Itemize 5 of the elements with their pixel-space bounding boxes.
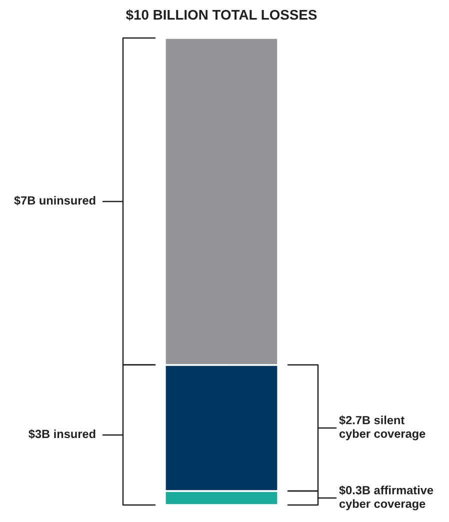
text: $3B insured — [28, 429, 96, 439]
text: $7B uninsured — [14, 196, 96, 206]
text: $2.7B silent cyber coverage — [339, 415, 426, 440]
chart-title: $10 BILLION TOTAL LOSSES — [126, 9, 317, 21]
text: $0.3B affirmative cyber coverage — [339, 485, 434, 510]
